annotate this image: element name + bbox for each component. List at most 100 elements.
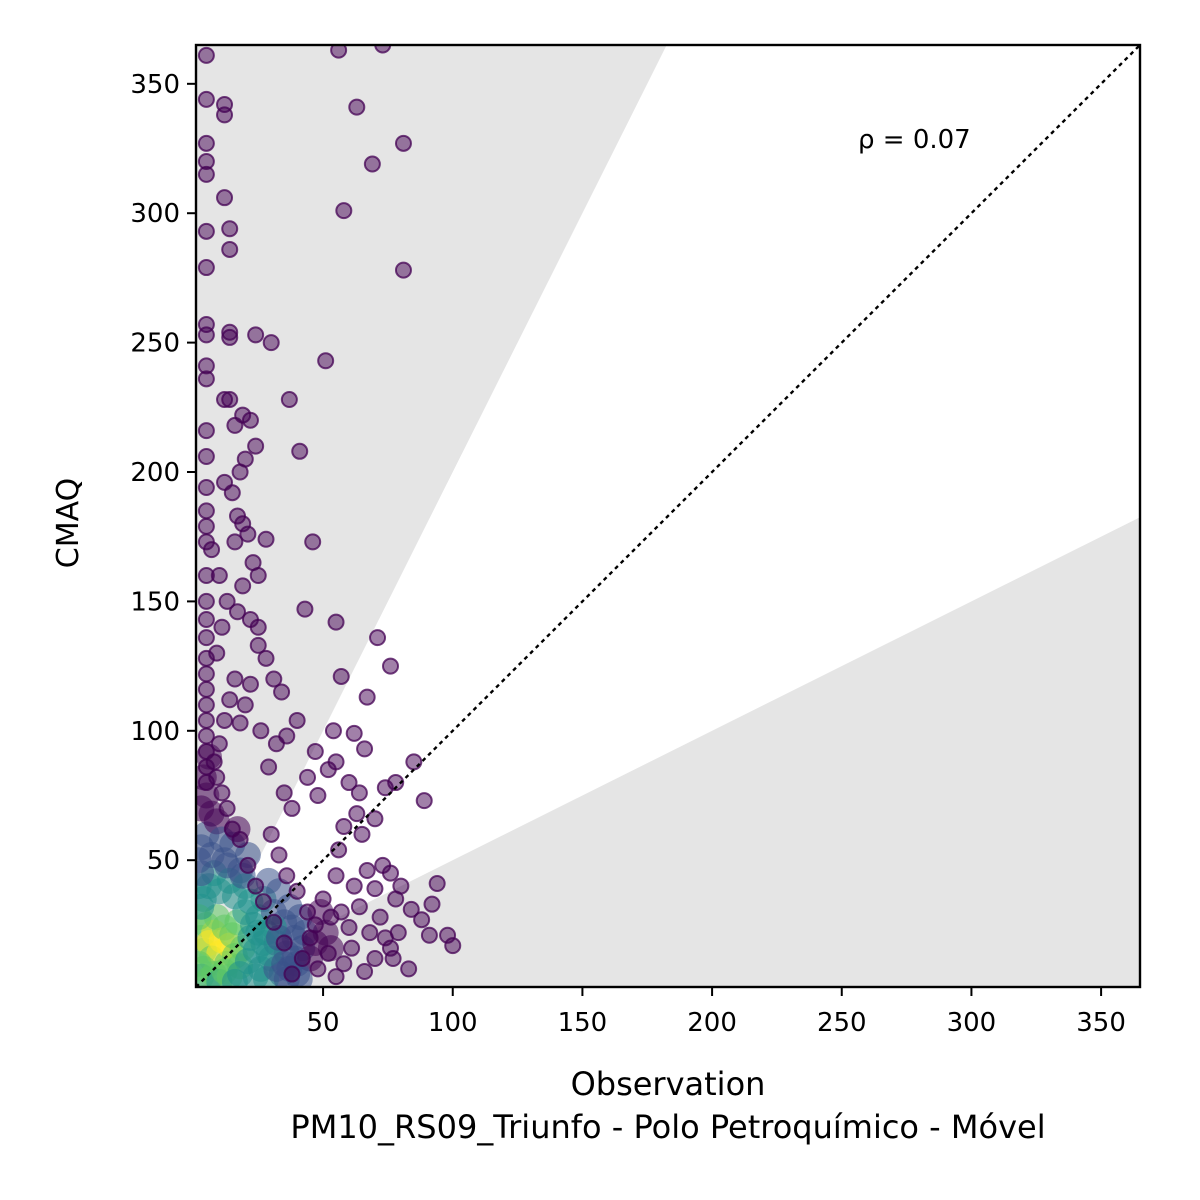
scatter-point [330,841,348,859]
scatter-point [197,592,215,610]
x-tick-label: 250 [817,1008,867,1038]
y-tick-label: 150 [130,587,180,617]
scatter-point [319,944,337,962]
y-axis-label: CMAQ [51,478,86,568]
scatter-point [340,918,358,936]
scatter-point [197,134,215,152]
scatter-point [197,165,215,183]
scatter-point [221,328,239,346]
scatter-point [197,502,215,520]
scatter-point [371,908,389,926]
scatter-point [358,688,376,706]
scatter-point [394,261,412,279]
scatter-point [197,517,215,535]
scatter-point [413,911,431,929]
scatter-point [236,696,254,714]
scatter-point [231,463,249,481]
scatter-point [402,900,420,918]
scatter-point [228,603,246,621]
plot-area [196,45,1140,987]
scatter-point [309,786,327,804]
scatter-point [226,533,244,551]
scatter-point [197,629,215,647]
scatter-point [223,820,241,838]
scatter-point [327,753,345,771]
scatter-point [221,691,239,709]
scatter-point [262,825,280,843]
scatter-point [247,877,265,895]
density-layer [196,743,344,987]
scatter-point [384,950,402,968]
scatter-point [216,189,234,207]
scatter-point [221,391,239,409]
scatter-point [247,437,265,455]
scatter-point [213,618,231,636]
scatter-point [366,880,384,898]
scatter-point [197,711,215,729]
scatter-point [270,846,288,864]
scatter-point [197,447,215,465]
scatter-point [387,774,405,792]
scatter-point [293,950,311,968]
scatter-point [309,960,327,978]
scatter-point [197,696,215,714]
scatter-point [330,45,348,59]
scatter-point [208,768,226,786]
x-axis: 50 100 150 200 250 300 350 [307,987,1126,1038]
scatter-point [208,644,226,662]
points-layer [197,45,462,986]
scatter-point [249,636,267,654]
scatter-point [275,784,293,802]
scatter-point [317,352,335,370]
scatter-point [291,442,309,460]
scatter-point [314,890,332,908]
scatter-point [260,758,278,776]
scatter-point [273,683,291,701]
scatter-point [216,106,234,124]
scatter-point [218,592,236,610]
scatter-point [420,926,438,944]
scatter-point [415,792,433,810]
scatter-point [343,939,361,957]
scatter-point [327,867,345,885]
scatter-point [405,753,423,771]
x-tick-label: 150 [558,1008,608,1038]
scatter-point [350,784,368,802]
scatter-point [197,665,215,683]
scatter-point [197,90,215,108]
scatter-point [374,45,392,54]
scatter-point [218,799,236,817]
scatter-point [280,391,298,409]
scatter-point [428,874,446,892]
scatter-point [332,903,350,921]
scatter-point [216,711,234,729]
density-point [196,893,215,920]
scatter-point [197,326,215,344]
scatter-point [366,950,384,968]
scatter-point [257,530,275,548]
scatter-point [306,743,324,760]
y-axis: 50 100 150 200 250 300 350 [130,70,196,876]
scatter-point [223,484,241,502]
scatter-point [353,825,371,843]
scatter-point [361,924,379,942]
one-to-one-line [196,45,1140,987]
scatter-point [203,541,221,559]
scatter-point [197,611,215,629]
scatter-point [356,740,374,758]
scatter-point [267,735,285,753]
scatter-point [366,810,384,828]
scatter-point [382,657,400,675]
scatter-point [369,629,387,647]
scatter-point [299,768,317,786]
scatter-point [241,675,259,693]
scatter-point [239,856,257,874]
scatter-point [400,960,418,978]
scatter-point [197,46,215,64]
scatter-point [197,222,215,240]
scatter-point [210,567,228,585]
scatter-point [283,799,301,817]
scatter-point [327,613,345,631]
scatter-point [262,334,280,352]
